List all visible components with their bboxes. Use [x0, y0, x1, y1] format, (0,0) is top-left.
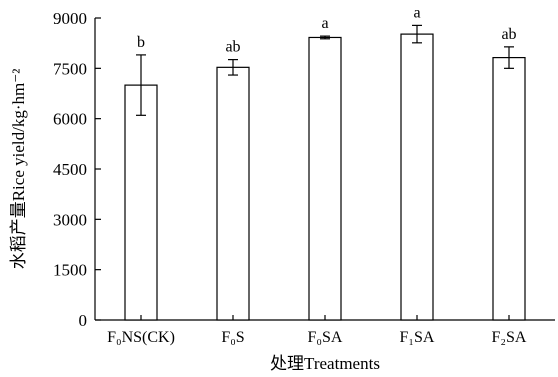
significance-letter: a — [413, 4, 420, 21]
x-tick-label: F₂SA — [492, 329, 527, 346]
y-tick-label: 7500 — [53, 59, 87, 78]
significance-letter: ab — [225, 39, 240, 56]
y-axis-ticks: 0 1500 3000 4500 6000 7500 9000 — [53, 9, 101, 330]
y-axis-title: 水稻产量Rice yield/kg·hm⁻² — [9, 69, 28, 270]
error-bars-group — [136, 24, 514, 116]
bar — [308, 36, 342, 321]
significance-letter: b — [137, 34, 145, 51]
x-tick-label: F₀NS(CK) — [107, 329, 175, 346]
bar — [400, 33, 434, 321]
x-tick-label: F₁SA — [400, 329, 435, 346]
x-axis-title: 处理Treatments — [270, 354, 380, 373]
y-tick-label: 3000 — [53, 210, 87, 229]
bar — [124, 84, 158, 321]
significance-labels: b ab a a ab — [137, 4, 517, 55]
significance-letter: a — [321, 15, 328, 32]
y-tick-label: 1500 — [53, 261, 87, 280]
y-tick-label: 0 — [79, 311, 88, 330]
x-tick-label: F₀SA — [308, 329, 343, 346]
x-tick-label: F₀S — [221, 329, 244, 346]
y-tick-label: 9000 — [53, 9, 87, 28]
y-tick-label: 4500 — [53, 160, 87, 179]
bar — [492, 56, 526, 321]
bar — [216, 66, 250, 321]
x-axis-tick-labels: F₀NS(CK) F₀S F₀SA F₁SA F₂SA — [107, 315, 527, 346]
y-tick-label: 6000 — [53, 110, 87, 129]
bars-group — [124, 33, 526, 321]
significance-letter: ab — [501, 26, 516, 43]
